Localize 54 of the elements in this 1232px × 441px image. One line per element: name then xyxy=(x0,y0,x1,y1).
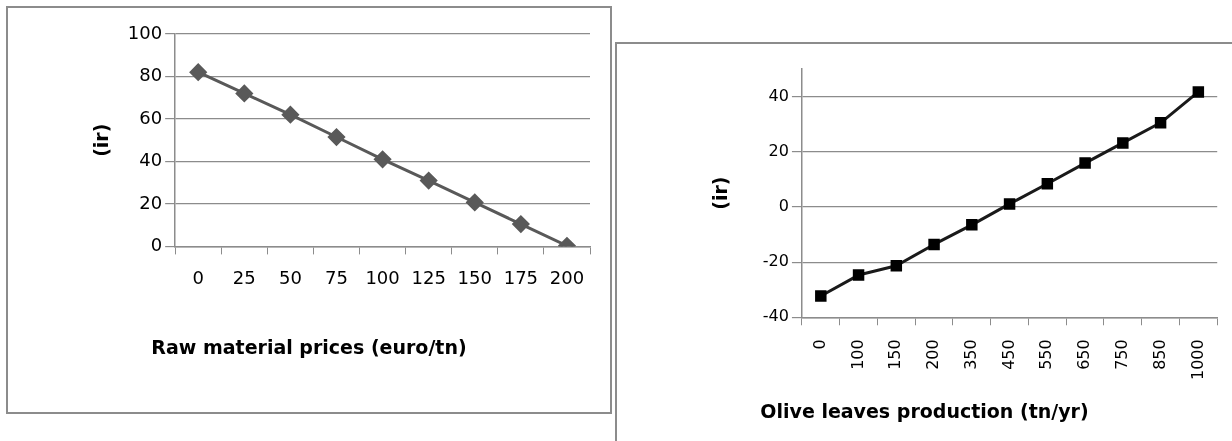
x-tick-label: 175 xyxy=(503,266,539,288)
x-tick-label: 150 xyxy=(885,339,905,370)
point xyxy=(928,238,940,251)
point xyxy=(235,84,253,102)
x-tick-label: 125 xyxy=(411,266,446,288)
point xyxy=(1079,157,1091,169)
x-tick-label: 750 xyxy=(1111,339,1131,370)
y-axis-title: (ir) xyxy=(709,176,732,210)
y-tick-label: 20 xyxy=(139,191,163,213)
point xyxy=(1154,117,1167,129)
x-tick-label: 200 xyxy=(923,339,943,370)
point xyxy=(327,128,345,146)
x-tick-label: 350 xyxy=(960,339,980,370)
point xyxy=(852,269,865,281)
y-tick-label: -20 xyxy=(762,251,789,271)
point xyxy=(420,172,438,190)
x-tick-label: 100 xyxy=(847,339,867,370)
point xyxy=(281,106,299,124)
x-tick-label: 650 xyxy=(1074,339,1094,370)
point xyxy=(1192,86,1205,98)
point xyxy=(1117,137,1129,149)
x-axis-title: Olive leaves production (tn/yr) xyxy=(759,400,1090,422)
point xyxy=(1003,198,1016,210)
y-tick-label: 40 xyxy=(768,85,789,105)
y-tick-label: 60 xyxy=(139,106,163,128)
point xyxy=(374,150,392,168)
y-tick-label: -40 xyxy=(762,306,789,326)
x-tick-label: 450 xyxy=(998,339,1018,370)
x-tick-label: 550 xyxy=(1036,339,1056,370)
point xyxy=(815,290,827,302)
x-tick-label: 50 xyxy=(278,266,302,288)
y-tick-label: 100 xyxy=(127,21,163,43)
y-tick-label: 20 xyxy=(768,140,789,160)
x-tick-label: 0 xyxy=(809,339,829,350)
y-tick-label: 0 xyxy=(150,234,163,256)
x-tick-label: 25 xyxy=(232,266,256,288)
point xyxy=(890,259,903,272)
x-tick-label: 850 xyxy=(1149,339,1169,370)
x-tick-label: 150 xyxy=(457,266,492,288)
point xyxy=(966,219,978,231)
y-tick-label: 40 xyxy=(139,149,163,171)
point xyxy=(1041,178,1054,190)
point xyxy=(189,63,207,81)
x-tick-label: 200 xyxy=(549,266,585,288)
x-tick-label: 0 xyxy=(192,266,204,288)
y-axis-title: (ir) xyxy=(90,123,113,157)
point xyxy=(466,193,484,211)
point xyxy=(512,215,530,233)
x-tick-label: 100 xyxy=(365,266,400,288)
y-tick-label: 0 xyxy=(778,196,789,216)
x-tick-label: 75 xyxy=(325,266,348,288)
x-tick-label: 1000 xyxy=(1187,339,1207,380)
x-axis-title: Raw material prices (euro/tn) xyxy=(150,336,468,358)
y-tick-label: 80 xyxy=(139,64,163,86)
